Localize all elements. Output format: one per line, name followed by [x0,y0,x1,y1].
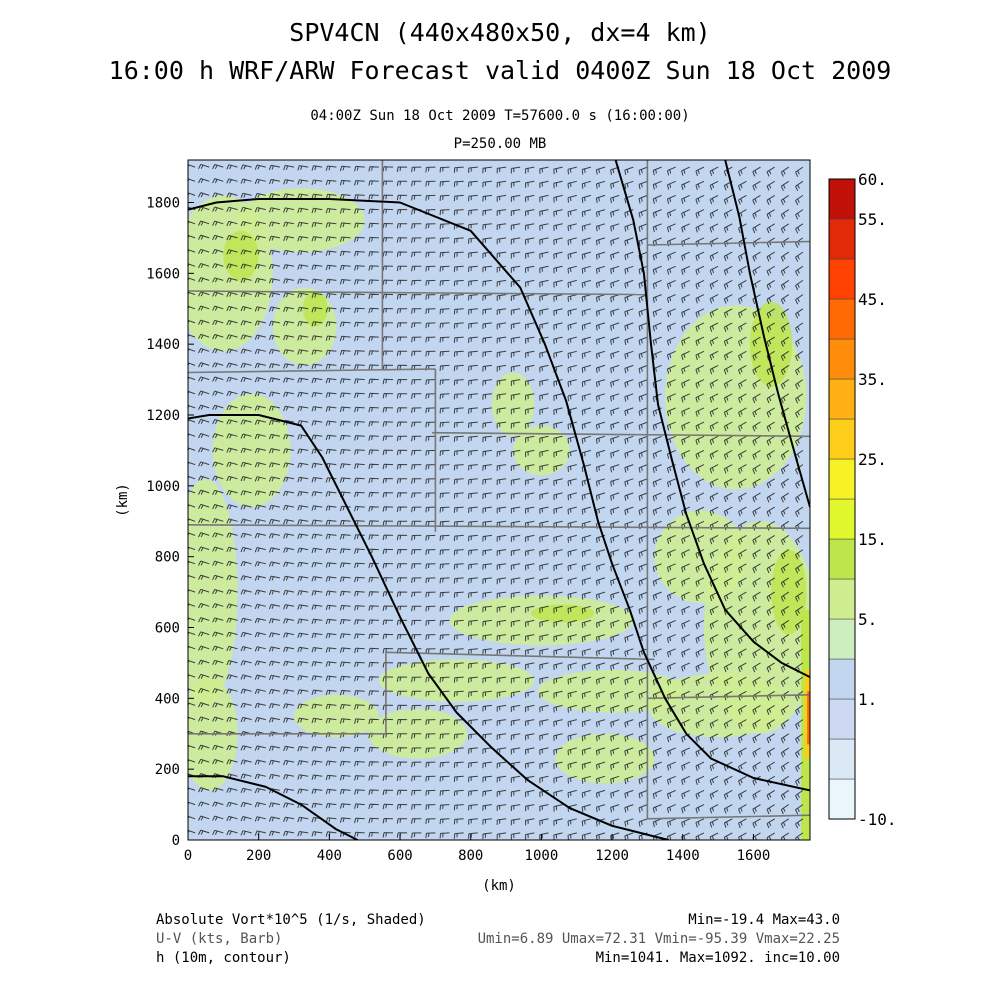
colorbar-frame [828,178,856,820]
vort-stats: Min=-19.4 Max=43.0 [688,912,840,928]
state-border [431,431,810,438]
x-axis: 0 200 400 600 800 1000 1200 1400 1600 [184,834,771,864]
y-tick-label: 200 [155,762,180,778]
colorbar-label: 1. [858,690,877,709]
y-tick-label: 1600 [146,266,180,282]
colorbar-segment [828,778,856,820]
vorticity-max [223,230,259,281]
colorbar-segment [828,418,856,460]
colorbar-segment [828,338,856,380]
state-borders [188,160,810,820]
colorbar-segment [828,378,856,420]
x-tick-label: 400 [317,848,342,864]
chart-title: SPV4CN (440x480x50, dx=4 km) [289,18,711,47]
state-border [647,814,810,820]
y-tick-label: 1000 [146,479,180,495]
colorbar-segment [828,178,856,220]
colorbar-segment [828,298,856,340]
colorbar-segment [828,738,856,780]
colorbar-segment [828,218,856,260]
y-axis: 0 200 400 600 800 1000 1200 1400 1600 1800 [146,196,194,849]
state-border [188,524,810,530]
y-tick-label: 800 [155,550,180,566]
wind-stats: Umin=6.89 Umax=72.31 Vmin=-95.39 Vmax=22… [477,931,840,947]
state-border [647,240,810,246]
vorticity-patch [294,694,379,738]
state-border [188,290,648,296]
vorticity-max [530,604,595,623]
height-contours [188,160,810,840]
height-contour [614,160,810,678]
height-contour [188,414,669,840]
colorbar-segment [828,498,856,540]
colorbar-segment [828,258,856,300]
x-tick-label: 1600 [737,848,771,864]
x-tick-label: 800 [458,848,483,864]
plot-frame [187,159,811,841]
colorbar-label: 60. [858,170,887,189]
vorticity-edge-core [807,691,810,745]
vorticity-max [771,549,807,635]
vorticity-field [188,160,810,840]
x-tick-label: 200 [246,848,271,864]
x-tick-label: 1200 [595,848,629,864]
colorbar-label: 45. [858,290,887,309]
vort-label: Absolute Vort*10^5 (1/s, Shaded) [156,912,426,928]
pressure-level: P=250.00 MB [453,136,547,152]
colorbar: -10. 1. 5. 15. 25. 35. 45. 55. 60. [828,170,897,829]
wind-label: U-V (kts, Barb) [156,931,283,947]
time-info: 04:00Z Sun 18 Oct 2009 T=57600.0 s (16:0… [310,108,690,124]
vorticity-patch [647,673,789,738]
h-label: h (10m, contour) [156,950,291,966]
y-tick-label: 1400 [146,337,180,353]
colorbar-segment [828,618,856,660]
colorbar-segment [828,658,856,700]
colorbar-label: -10. [858,810,897,829]
vorticity-patch [491,372,535,437]
vorticity-patch [212,393,291,508]
colorbar-label: 25. [858,450,887,469]
x-tick-label: 0 [184,848,192,864]
state-border [647,694,810,700]
colorbar-segment [828,698,856,740]
chart-subtitle: 16:00 h WRF/ARW Forecast valid 0400Z Sun… [108,56,892,85]
y-tick-label: 1800 [146,196,180,212]
colorbar-segment [828,458,856,500]
y-tick-label: 1200 [146,408,180,424]
height-contour [188,775,359,840]
height-contour [724,160,810,508]
colorbar-label: 55. [858,210,887,229]
x-axis-label: (km) [482,878,516,894]
colorbar-label: 5. [858,610,877,629]
y-axis-label: (km) [115,483,131,517]
state-border [385,651,655,661]
vorticity-patch [555,733,655,784]
colorbar-label: 15. [858,530,887,549]
vorticity-patch [237,188,365,253]
x-tick-label: 1000 [525,848,559,864]
y-tick-label: 0 [172,833,180,849]
h-stats: Min=1041. Max=1092. inc=10.00 [595,950,840,966]
colorbar-segment [828,578,856,620]
height-contour [188,198,810,792]
colorbar-label: 35. [858,370,887,389]
colorbar-segment [828,538,856,580]
vorticity-patch [188,478,238,706]
x-tick-label: 1400 [666,848,700,864]
x-tick-label: 600 [387,848,412,864]
state-border [188,368,436,374]
y-tick-label: 400 [155,691,180,707]
y-tick-label: 600 [155,621,180,637]
